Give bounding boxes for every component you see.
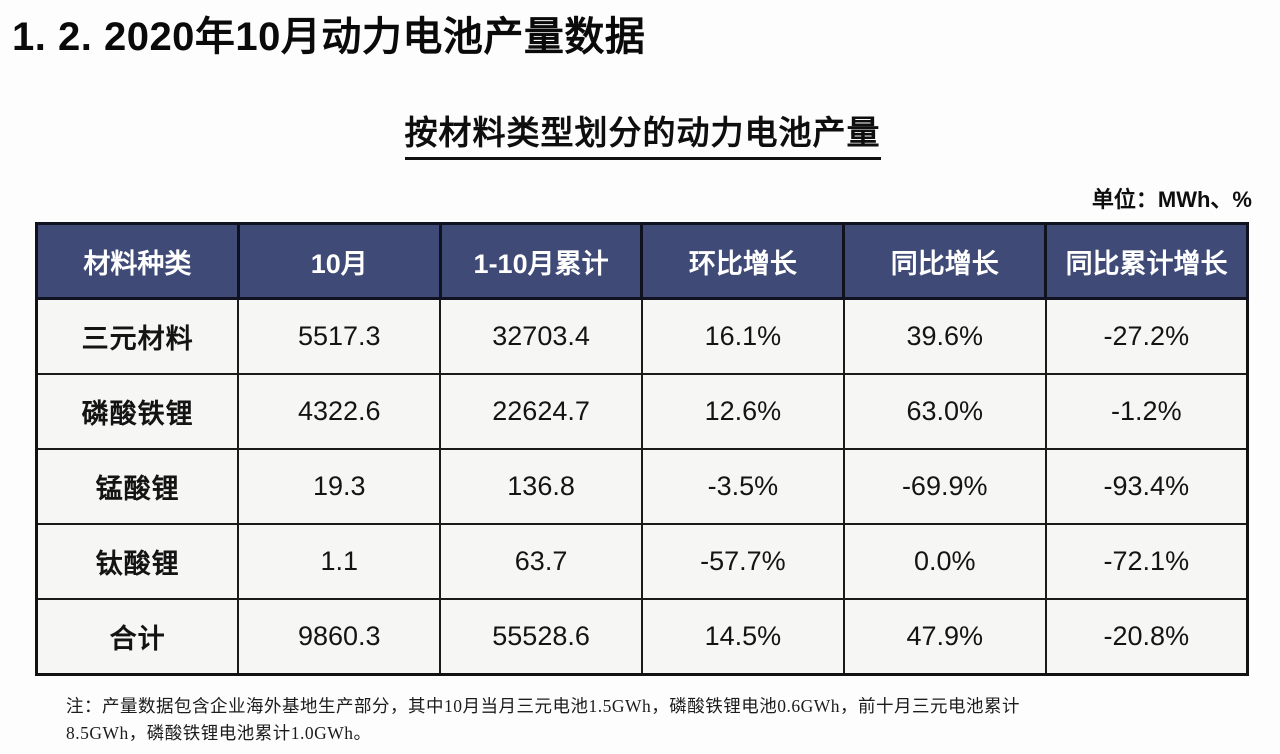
col-header-yoy-growth: 同比增长	[842, 222, 1048, 300]
table-cell: -20.8%	[1044, 598, 1249, 676]
col-header-october: 10月	[236, 222, 442, 300]
table-cell: 19.3	[237, 448, 442, 525]
table-cell: 1.1	[237, 523, 442, 600]
table-cell: 22624.7	[439, 373, 643, 450]
table-cell: -3.5%	[640, 448, 845, 525]
footnote-line-1: 注：产量数据包含企业海外基地生产部分，其中10月当月三元电池1.5GWh，磷酸铁…	[66, 696, 1021, 716]
unit-label: 单位：MWh、%	[1091, 187, 1252, 212]
page-title: 1. 2. 2020年10月动力电池产量数据	[12, 15, 646, 59]
table-cell: -93.4%	[1044, 448, 1249, 525]
table-cell: -27.2%	[1044, 297, 1249, 375]
battery-production-table: 材料种类 10月 1-10月累计 环比增长 同比增长 同比累计增长 三元材料 5…	[35, 222, 1249, 676]
table-cell: 55528.6	[439, 598, 643, 676]
row-header: 合计	[35, 598, 240, 676]
table-cell: 5517.3	[237, 297, 442, 375]
table-cell: 63.7	[439, 523, 643, 600]
row-header: 三元材料	[35, 297, 240, 375]
table-cell: 136.8	[439, 448, 643, 525]
table-row-lmo: 锰酸锂 19.3 136.8 -3.5% -69.9% -93.4%	[35, 448, 1249, 525]
table-cell: -1.2%	[1044, 373, 1249, 450]
table-row-ternary: 三元材料 5517.3 32703.4 16.1% 39.6% -27.2%	[35, 297, 1249, 375]
footnote-line-2: 8.5GWh，磷酸铁锂电池累计1.0GWh。	[66, 723, 372, 743]
table-cell: 39.6%	[842, 297, 1047, 375]
row-header: 钛酸锂	[35, 523, 240, 600]
row-header: 锰酸锂	[35, 448, 240, 525]
table-cell: -72.1%	[1044, 523, 1249, 600]
table-cell: 14.5%	[640, 598, 845, 676]
table-row-lto: 钛酸锂 1.1 63.7 -57.7% 0.0% -72.1%	[35, 523, 1249, 600]
table-row-lfp: 磷酸铁锂 4322.6 22624.7 12.6% 63.0% -1.2%	[35, 373, 1249, 450]
row-header: 磷酸铁锂	[35, 373, 240, 450]
table-cell: 63.0%	[842, 373, 1047, 450]
footnote: 注：产量数据包含企业海外基地生产部分，其中10月当月三元电池1.5GWh，磷酸铁…	[66, 693, 1020, 747]
table-header: 材料种类 10月 1-10月累计 环比增长 同比增长 同比累计增长	[35, 222, 1249, 300]
col-header-yoy-cumulative-growth: 同比累计增长	[1044, 222, 1249, 300]
col-header-material: 材料种类	[35, 222, 240, 300]
table-cell: 12.6%	[640, 373, 845, 450]
table-title-wrap: 按材料类型划分的动力电池产量	[35, 106, 1250, 160]
table-body: 三元材料 5517.3 32703.4 16.1% 39.6% -27.2% 磷…	[35, 297, 1249, 676]
col-header-cumulative: 1-10月累计	[438, 222, 644, 300]
col-header-mom-growth: 环比增长	[640, 222, 846, 300]
table-cell: 16.1%	[640, 297, 845, 375]
table-cell: 9860.3	[237, 598, 442, 676]
table-row-total: 合计 9860.3 55528.6 14.5% 47.9% -20.8%	[35, 598, 1249, 676]
table-cell: -57.7%	[640, 523, 845, 600]
table-title: 按材料类型划分的动力电池产量	[404, 106, 881, 160]
header-row: 材料种类 10月 1-10月累计 环比增长 同比增长 同比累计增长	[35, 222, 1249, 300]
table-cell: 0.0%	[842, 523, 1047, 600]
table-cell: -69.9%	[842, 448, 1047, 525]
table-cell: 4322.6	[237, 373, 442, 450]
table-cell: 32703.4	[439, 297, 643, 375]
table-cell: 47.9%	[842, 598, 1047, 676]
